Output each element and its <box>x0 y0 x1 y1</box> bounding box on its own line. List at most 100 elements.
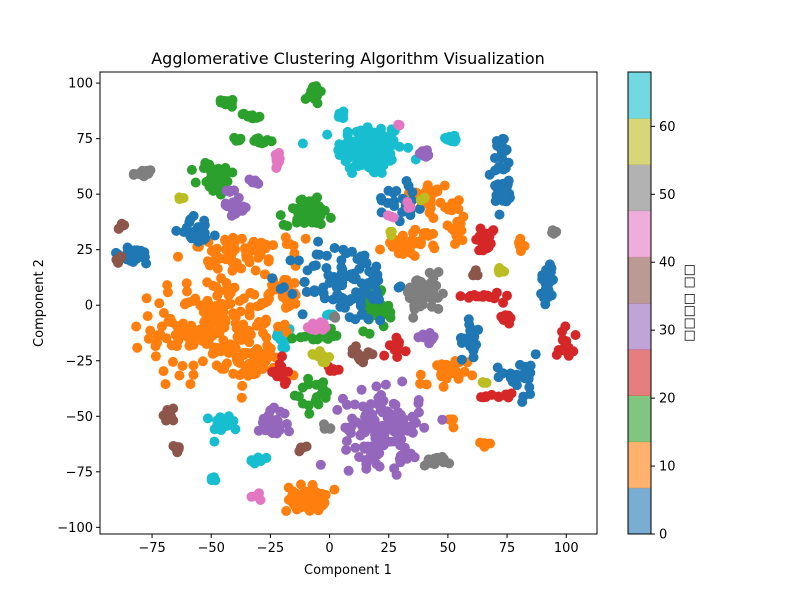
scatter-point <box>438 381 449 392</box>
scatter-point <box>297 138 308 149</box>
scatter-point <box>171 225 182 236</box>
scatter-point <box>245 287 256 298</box>
scatter-point <box>419 422 430 433</box>
scatter-point <box>394 243 405 254</box>
scatter-point <box>240 202 251 213</box>
scatter-point <box>454 233 465 244</box>
scatter-point <box>311 249 322 260</box>
scatter-point <box>233 192 244 203</box>
scatter-point <box>220 342 231 353</box>
scatter-point <box>226 210 237 221</box>
scatter-point <box>400 346 411 357</box>
scatter-point <box>332 289 343 300</box>
scatter-point <box>333 111 344 122</box>
scatter-point <box>302 496 313 507</box>
scatter-point <box>137 166 148 177</box>
colorbar-tick-label: 0 <box>659 528 667 543</box>
scatter-point <box>337 393 348 404</box>
scatter-point <box>406 290 417 301</box>
scatter-point <box>350 442 361 453</box>
scatter-point <box>436 359 447 370</box>
scatter-point <box>397 376 408 387</box>
scatter-point <box>371 306 382 317</box>
scatter-point <box>229 282 240 293</box>
scatter-point <box>515 359 525 370</box>
scatter-point <box>347 246 357 257</box>
scatter-point <box>314 379 325 390</box>
scatter-point <box>200 157 211 168</box>
scatter-point <box>268 240 279 251</box>
chart-title: Agglomerative Clustering Algorithm Visua… <box>151 49 545 68</box>
x-tick-label: −50 <box>198 541 225 556</box>
scatter-point <box>321 263 332 273</box>
scatter-point <box>371 381 382 392</box>
scatter-point <box>142 311 153 322</box>
scatter-point <box>493 264 504 275</box>
x-tick-label: 75 <box>499 541 516 556</box>
scatter-point <box>373 275 384 286</box>
scatter-point <box>329 484 340 495</box>
scatter-point <box>421 227 432 238</box>
scatter-point <box>433 267 444 277</box>
scatter-point <box>430 185 441 196</box>
scatter-point <box>490 196 501 207</box>
scatter-point <box>489 153 500 163</box>
scatter-point <box>319 293 330 304</box>
scatter-point <box>184 340 195 351</box>
scatter-point <box>543 291 554 302</box>
scatter-point <box>313 236 324 247</box>
y-tick-label: 25 <box>76 243 93 258</box>
scatter-point <box>389 196 400 207</box>
colorbar-tick-label: 20 <box>659 392 676 407</box>
scatter-point <box>193 236 204 247</box>
scatter-point <box>185 379 196 390</box>
scatter-point <box>479 441 490 452</box>
scatter-point <box>513 370 524 381</box>
scatter-point <box>479 290 489 300</box>
scatter-point <box>388 398 399 409</box>
scatter-point <box>303 373 314 384</box>
scatter-point <box>309 287 320 298</box>
scatter-point <box>308 261 319 271</box>
scatter-point <box>517 397 528 407</box>
scatter-point <box>253 317 264 327</box>
y-tick-label: 0 <box>85 299 93 314</box>
scatter-point <box>197 356 208 367</box>
scatter-point <box>315 219 326 230</box>
scatter-point <box>414 204 425 214</box>
x-tick-label: 0 <box>325 541 333 556</box>
scatter-point <box>395 457 406 468</box>
scatter-point <box>267 273 278 284</box>
scatter-point <box>317 206 328 217</box>
colorbar-label: □□□□ □□ <box>682 264 697 342</box>
y-axis-label: Component 2 <box>32 259 47 347</box>
scatter-point <box>439 180 450 191</box>
scatter-point <box>236 392 247 403</box>
scatter-point <box>437 451 448 462</box>
scatter-point <box>215 299 226 310</box>
scatter-point <box>264 288 275 298</box>
scatter-point <box>530 349 541 360</box>
scatter-point <box>241 363 252 374</box>
scatter-point <box>371 288 382 298</box>
scatter-point <box>348 268 359 279</box>
scatter-point <box>380 379 391 390</box>
scatter-point <box>413 407 424 418</box>
scatter-point <box>375 244 385 255</box>
colorbar-tick-label: 60 <box>659 120 676 135</box>
scatter-point <box>209 247 220 258</box>
scatter-point <box>355 300 366 311</box>
y-tick-label: 50 <box>76 188 93 203</box>
scatter-point <box>433 303 444 314</box>
scatter-point <box>295 195 306 206</box>
scatter-point <box>310 501 321 512</box>
scatter-point <box>166 340 177 351</box>
scatter-point <box>321 387 332 398</box>
scatter-point <box>310 493 321 504</box>
x-tick-label: 100 <box>554 541 579 556</box>
scatter-point <box>188 369 199 380</box>
scatter-point <box>561 336 572 347</box>
scatter-point <box>184 217 195 228</box>
scatter-point <box>128 168 139 179</box>
